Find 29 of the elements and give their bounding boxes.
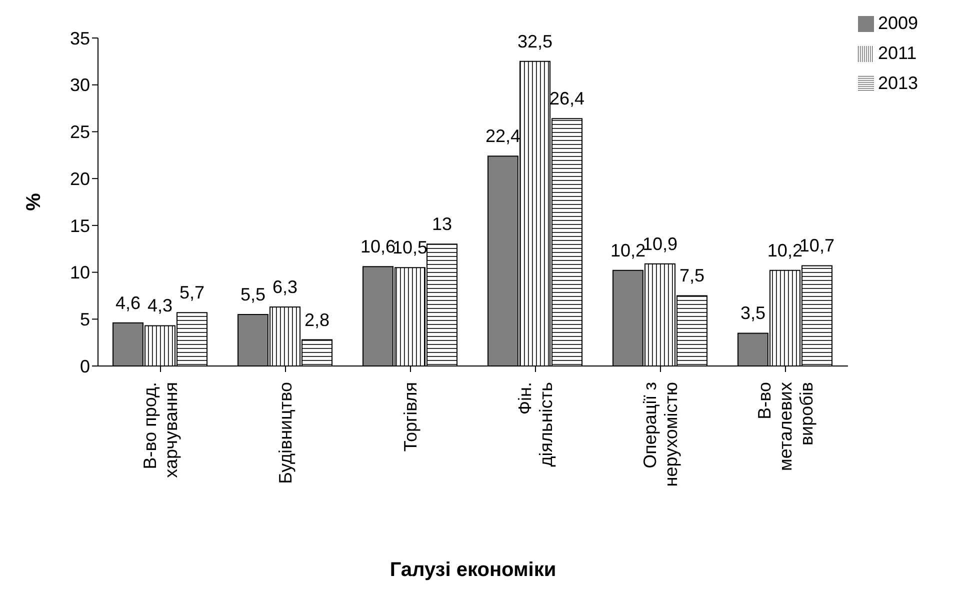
y-tick-label: 10 — [70, 262, 90, 283]
data-label: 4,3 — [147, 296, 173, 316]
x-tick-label: Будівництво — [275, 382, 296, 484]
data-label: 2,8 — [304, 310, 330, 330]
legend-label: 2011 — [878, 43, 917, 63]
x-tick-label: В-во металевих виробів — [754, 382, 816, 471]
data-label: 32,5 — [517, 31, 552, 52]
data-label: 4,6 — [115, 292, 141, 313]
x-tick-label: Фін. діяльність — [514, 382, 556, 467]
y-tick-label: 15 — [70, 216, 90, 236]
y-tick-label: 30 — [70, 75, 90, 96]
y-tick-label: 5 — [80, 310, 90, 330]
y-tick-label: 35 — [70, 28, 90, 48]
x-tick-label: Торгівля — [400, 382, 420, 452]
data-label: 22,4 — [485, 126, 520, 146]
x-tick-label: В-во прод. харчування — [140, 382, 181, 478]
data-label: 5,5 — [240, 284, 266, 304]
legend-label: 2009 — [878, 13, 918, 33]
data-label: 13 — [432, 214, 452, 234]
data-label: 7,5 — [679, 266, 704, 286]
data-label: 5,7 — [179, 282, 205, 303]
data-label: 6,3 — [272, 276, 298, 297]
y-axis-title: % — [23, 192, 46, 211]
x-axis-title: Галузі економіки — [390, 559, 556, 581]
data-label: 3,5 — [740, 303, 766, 324]
y-tick-label: 20 — [70, 168, 90, 189]
legend-label: 2013 — [878, 73, 918, 93]
y-tick-label: 0 — [80, 356, 90, 376]
y-tick-label: 25 — [70, 122, 90, 142]
